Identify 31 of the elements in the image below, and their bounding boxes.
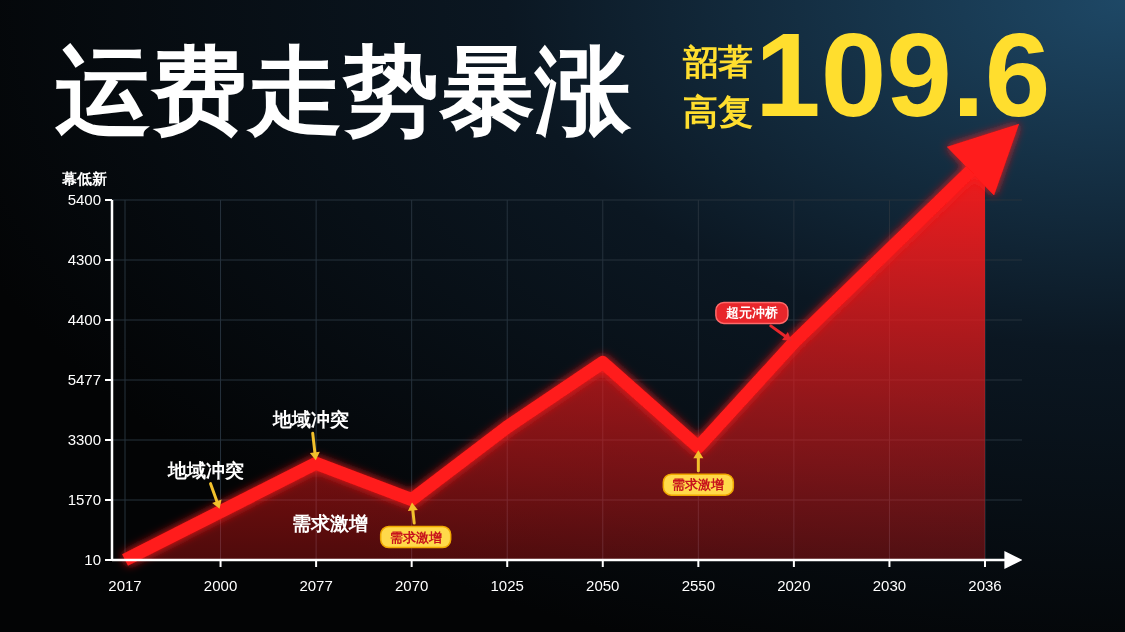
title: 运费走势暴涨 — [55, 35, 631, 147]
x-tick-label: 2070 — [395, 577, 429, 594]
subtitle: 高复 — [683, 92, 753, 132]
annotation: 需求激增 — [292, 512, 368, 534]
annotation: 需求激增 — [672, 477, 725, 493]
annotation: 超元冲桥 — [715, 301, 789, 325]
x-tick-label: 2000 — [203, 577, 238, 594]
annotation: 需求激增 — [379, 525, 452, 549]
x-tick-label: 2077 — [299, 577, 333, 594]
x-tick-label: 2020 — [777, 577, 811, 594]
x-tick-label: 2550 — [681, 577, 715, 594]
annotation: 超元冲桥 — [724, 305, 779, 321]
y-axis-label: 3300 — [67, 431, 101, 448]
y-axis-label: 4400 — [67, 311, 101, 328]
y-axis-label: 5400 — [67, 191, 101, 208]
x-tick-label: 1025 — [490, 577, 524, 594]
annotation: 需求激增 — [662, 473, 735, 496]
annotation: 需求激增 — [389, 529, 442, 545]
x-tick-label: 2030 — [872, 577, 907, 594]
x-tick-label: 2050 — [586, 577, 620, 594]
y-axis-label: 5477 — [67, 371, 101, 388]
ylabel: 幕低新 — [62, 170, 107, 188]
y-axis-label: 4300 — [67, 251, 101, 268]
annotation: 109.6 — [755, 9, 1051, 141]
y-axis-label: 1570 — [67, 491, 101, 508]
subtitle: 韶著 — [683, 42, 753, 82]
y-axis-label: 10 — [84, 551, 101, 568]
annotation: 地域冲突 — [273, 408, 350, 431]
x-tick-label: 2036 — [968, 577, 1002, 594]
annotation: 地域冲突 — [167, 458, 244, 481]
x-tick-label: 2017 — [108, 577, 142, 594]
